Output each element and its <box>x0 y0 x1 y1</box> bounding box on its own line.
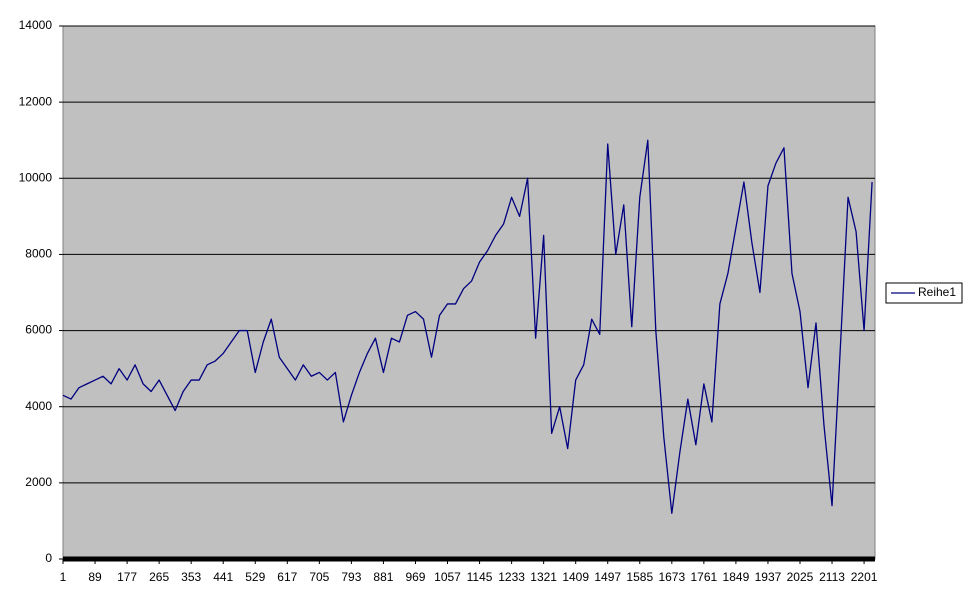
x-tick-label: 89 <box>88 570 102 584</box>
x-tick-label: 441 <box>213 570 233 584</box>
y-tick-label: 0 <box>45 551 52 565</box>
x-tick-label: 1497 <box>594 570 621 584</box>
y-tick-label: 2000 <box>25 475 52 489</box>
x-tick-label: 1409 <box>562 570 589 584</box>
x-tick-label: 1849 <box>723 570 750 584</box>
data-line <box>62 139 873 514</box>
legend-label: Reihe1 <box>918 285 956 299</box>
x-tick-label: 265 <box>149 570 169 584</box>
x-tick-label: 2025 <box>787 570 814 584</box>
x-tick-label: 881 <box>373 570 393 584</box>
x-tick-label: 177 <box>117 570 137 584</box>
x-tick-label: 617 <box>277 570 297 584</box>
y-tick-label: 10000 <box>19 170 53 184</box>
legend-box <box>885 282 963 304</box>
y-tick-label: 14000 <box>19 18 53 32</box>
y-tick-label: 6000 <box>25 323 52 337</box>
x-tick-label: 705 <box>309 570 329 584</box>
x-tick-label: 969 <box>405 570 425 584</box>
x-tick-label: 1233 <box>498 570 525 584</box>
x-tick-label: 1673 <box>658 570 685 584</box>
x-tick-label: 2201 <box>851 570 878 584</box>
x-tick-label: 1585 <box>626 570 653 584</box>
x-tick-label: 1761 <box>691 570 718 584</box>
y-tick-label: 12000 <box>19 94 53 108</box>
x-tick-label: 1057 <box>434 570 461 584</box>
x-tick-label: 529 <box>245 570 265 584</box>
y-tick-label: 4000 <box>25 399 52 413</box>
x-tick-label: 353 <box>181 570 201 584</box>
x-tick-label: 793 <box>341 570 361 584</box>
x-tick-label: 1937 <box>755 570 782 584</box>
x-tick-label: 2113 <box>819 570 845 584</box>
plot-area <box>62 25 876 560</box>
x-tick-label: 1321 <box>530 570 557 584</box>
x-tick-label: 1 <box>60 570 67 584</box>
x-tick-label: 1145 <box>467 570 493 584</box>
y-tick-label: 8000 <box>25 247 52 261</box>
